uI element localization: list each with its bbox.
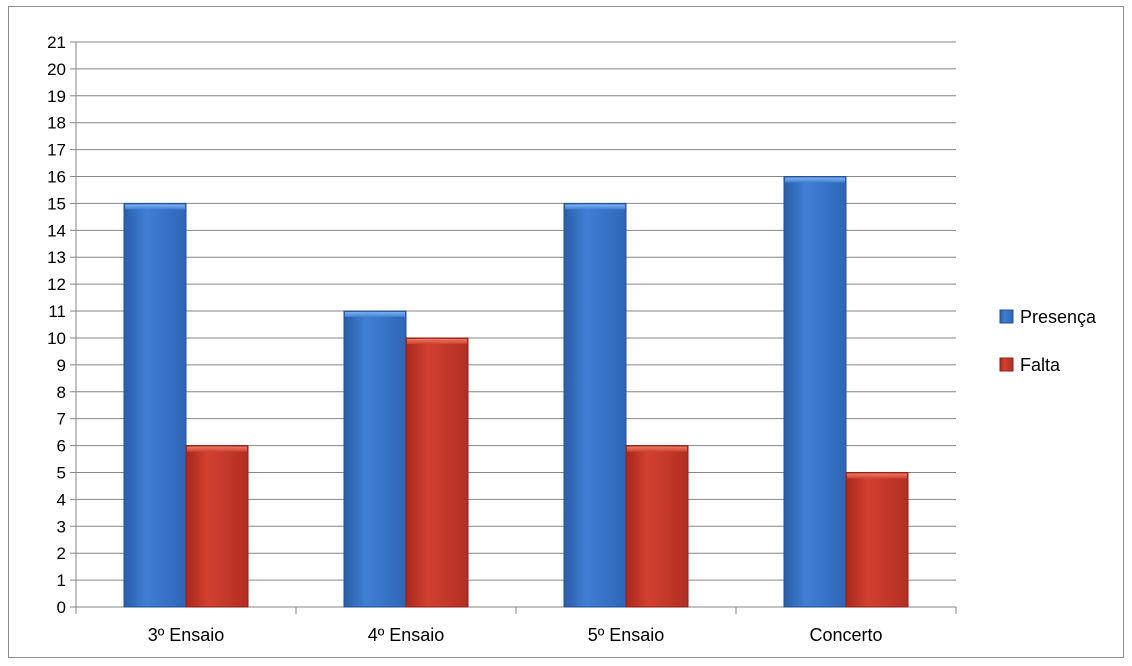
bar-cap	[565, 204, 625, 210]
bar-body	[185, 445, 249, 608]
bar-cap	[187, 446, 247, 452]
y-tick-label: 1	[57, 571, 66, 590]
y-tick-label: 21	[47, 33, 66, 52]
x-tick-label: Concerto	[809, 625, 882, 645]
y-tick-label: 5	[57, 463, 66, 482]
y-tick-label: 19	[47, 87, 66, 106]
bar-presenca	[783, 176, 847, 608]
y-tick-label: 20	[47, 60, 66, 79]
bar-cap	[125, 204, 185, 210]
legend: Presença Falta	[999, 307, 1097, 375]
bar-body	[123, 202, 187, 608]
y-tick-label: 2	[57, 544, 66, 563]
bar-cap	[627, 446, 687, 452]
y-tick-label: 16	[47, 168, 66, 187]
x-tick-labels: 3º Ensaio 4º Ensaio 5º Ensaio Concerto	[148, 625, 883, 645]
bar-body	[563, 202, 627, 608]
y-tick-label: 15	[47, 194, 66, 213]
legend-label: Presença	[1020, 307, 1097, 327]
y-tick-label: 4	[57, 490, 66, 509]
legend-item: Presença	[999, 307, 1097, 327]
bar-falta	[625, 445, 689, 608]
bar-falta	[845, 471, 909, 608]
y-tick-label: 9	[57, 356, 66, 375]
y-tick-label: 18	[47, 114, 66, 133]
y-tick-label: 0	[57, 598, 66, 617]
bar-body	[783, 176, 847, 608]
bar-presenca	[563, 202, 627, 608]
bar-falta	[405, 337, 469, 608]
y-tick-label: 17	[47, 141, 66, 160]
bar-cap	[785, 177, 845, 183]
y-tick-label: 12	[47, 275, 66, 294]
y-tick-label: 8	[57, 383, 66, 402]
y-tick-label: 3	[57, 517, 66, 536]
bar-falta	[185, 445, 249, 608]
y-tick-label: 6	[57, 437, 66, 456]
y-tick-label: 11	[48, 302, 66, 321]
legend-label: Falta	[1020, 355, 1061, 375]
bar-cap	[847, 473, 907, 479]
y-tick-label: 14	[47, 221, 66, 240]
bars	[123, 176, 909, 608]
bar-body	[343, 310, 407, 608]
x-tick-label: 4º Ensaio	[368, 625, 445, 645]
x-tick-label: 3º Ensaio	[148, 625, 225, 645]
y-tick-label: 7	[57, 410, 66, 429]
bar-body	[405, 337, 469, 608]
y-tick-label: 10	[47, 329, 66, 348]
bar-cap	[345, 312, 405, 318]
y-tick-label: 13	[47, 248, 66, 267]
bar-cap	[407, 338, 467, 344]
bar-presenca	[123, 202, 187, 608]
legend-swatch	[999, 309, 1014, 324]
legend-swatch	[999, 357, 1014, 372]
bar-body	[845, 471, 909, 608]
bar-presenca	[343, 310, 407, 608]
bar-body	[625, 445, 689, 608]
legend-item: Falta	[999, 355, 1061, 375]
x-tick-label: 5º Ensaio	[588, 625, 665, 645]
